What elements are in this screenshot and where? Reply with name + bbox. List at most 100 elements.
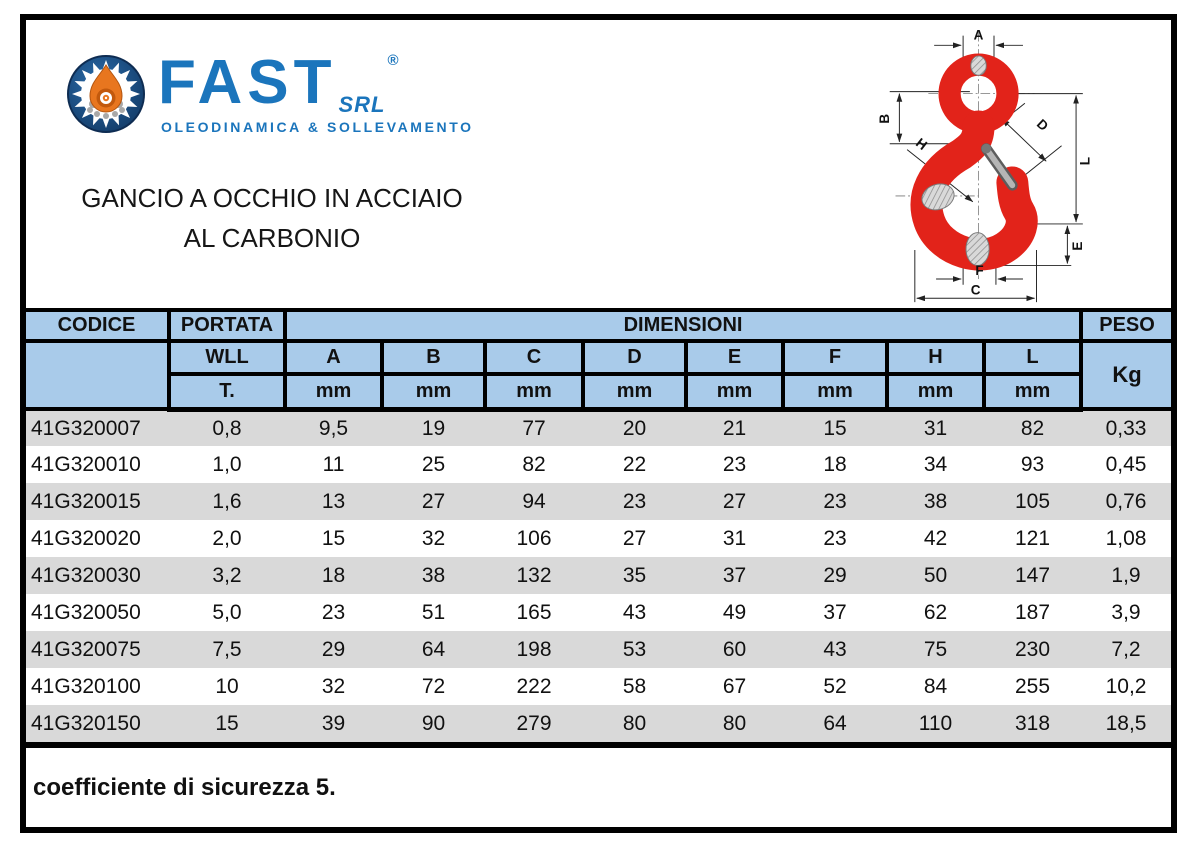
header-unit-c: mm	[483, 372, 585, 412]
header-dimensioni: DIMENSIONI	[282, 308, 1084, 343]
header-wll-unit: T.	[169, 372, 287, 412]
value-cell: 23	[783, 483, 887, 520]
codice-cell: 41G320075	[26, 631, 169, 668]
value-cell: 198	[485, 631, 583, 668]
value-cell: 27	[583, 520, 686, 557]
header-wll: WLL	[167, 339, 287, 376]
value-cell: 15	[285, 520, 382, 557]
codice-cell: 41G320050	[26, 594, 169, 631]
dim-label-a: A	[974, 28, 984, 43]
value-cell: 147	[984, 557, 1082, 594]
codice-cell: 41G320150	[26, 705, 169, 742]
dim-label-e: E	[1070, 242, 1085, 251]
value-cell: 90	[382, 705, 485, 742]
value-cell: 29	[783, 557, 887, 594]
value-cell: 60	[686, 631, 783, 668]
dim-label-f: F	[975, 263, 983, 278]
codice-cell: 41G320100	[26, 668, 169, 705]
value-cell: 39	[285, 705, 382, 742]
value-cell: 1,9	[1081, 557, 1172, 594]
codice-cell: 41G320020	[26, 520, 169, 557]
value-cell: 18	[285, 557, 382, 594]
value-cell: 13	[285, 483, 382, 520]
value-cell: 27	[382, 483, 485, 520]
brand-suffix: SRL	[338, 92, 386, 117]
value-cell: 10,2	[1081, 668, 1172, 705]
value-cell: 35	[583, 557, 686, 594]
value-cell: 23	[285, 594, 382, 631]
value-cell: 84	[887, 668, 984, 705]
value-cell: 1,6	[169, 483, 285, 520]
value-cell: 23	[783, 520, 887, 557]
codice-cell: 41G320030	[26, 557, 169, 594]
value-cell: 0,8	[169, 409, 285, 446]
value-cell: 62	[887, 594, 984, 631]
header-col-d: D	[581, 339, 688, 376]
codice-cell: 41G320010	[26, 446, 169, 483]
value-cell: 106	[485, 520, 583, 557]
value-cell: 38	[382, 557, 485, 594]
value-cell: 18,5	[1081, 705, 1172, 742]
value-cell: 25	[382, 446, 485, 483]
value-cell: 0,76	[1081, 483, 1172, 520]
dim-label-d: D	[1034, 116, 1052, 134]
header-portata: PORTATA	[167, 308, 287, 343]
value-cell: 18	[783, 446, 887, 483]
table-row: 41G320050 5,0 23 51 165 43 49 37 62 187 3,9	[26, 594, 1172, 631]
dim-label-l: L	[1078, 157, 1093, 165]
table-row: 41G320020 2,0 15 32 106 27 31 23 42 121 1,08	[26, 520, 1172, 557]
table-row: 41G320030 3,2 18 38 132 35 37 29 50 147 1,9	[26, 557, 1172, 594]
value-cell: 72	[382, 668, 485, 705]
value-cell: 82	[485, 446, 583, 483]
value-cell: 15	[783, 409, 887, 446]
value-cell: 80	[686, 705, 783, 742]
value-cell: 93	[984, 446, 1082, 483]
header-row-2: WLL A B C D E F H L Kg	[26, 339, 1172, 411]
value-cell: 58	[583, 668, 686, 705]
product-title-line1: GANCIO A OCCHIO IN ACCIAIO	[81, 183, 463, 213]
header-codice: CODICE	[26, 308, 171, 343]
value-cell: 21	[686, 409, 783, 446]
dim-label-c: C	[971, 282, 981, 297]
value-cell: 11	[285, 446, 382, 483]
value-cell: 31	[686, 520, 783, 557]
datasheet: FAST SRL ® OLEODINAMICA & SOLLEVAMENTO G…	[20, 14, 1177, 833]
value-cell: 5,0	[169, 594, 285, 631]
value-cell: 0,33	[1081, 409, 1172, 446]
header-unit-h: mm	[885, 372, 986, 412]
table-row: 41G320007 0,8 9,5 19 77 20 21 15 31 82 0,33	[26, 409, 1172, 446]
value-cell: 29	[285, 631, 382, 668]
value-cell: 75	[887, 631, 984, 668]
header-peso: PESO	[1079, 308, 1172, 343]
header-unit-f: mm	[781, 372, 889, 412]
value-cell: 222	[485, 668, 583, 705]
value-cell: 279	[485, 705, 583, 742]
value-cell: 132	[485, 557, 583, 594]
value-cell: 22	[583, 446, 686, 483]
value-cell: 105	[984, 483, 1082, 520]
header-kg: Kg	[1079, 339, 1172, 411]
value-cell: 37	[783, 594, 887, 631]
value-cell: 10	[169, 668, 285, 705]
value-cell: 77	[485, 409, 583, 446]
value-cell: 3,9	[1081, 594, 1172, 631]
value-cell: 19	[382, 409, 485, 446]
value-cell: 187	[984, 594, 1082, 631]
value-cell: 37	[686, 557, 783, 594]
product-title-line2: AL CARBONIO	[183, 223, 361, 253]
table-row: 41G320015 1,6 13 27 94 23 27 23 38 105 0,76	[26, 483, 1172, 520]
header-section: FAST SRL ® OLEODINAMICA & SOLLEVAMENTO G…	[26, 20, 1171, 308]
value-cell: 20	[583, 409, 686, 446]
value-cell: 43	[783, 631, 887, 668]
header-row-3: T. mm mm mm mm mm mm mm mm	[26, 372, 1171, 412]
value-cell: 23	[583, 483, 686, 520]
header-unit-e: mm	[684, 372, 785, 412]
value-cell: 51	[382, 594, 485, 631]
value-cell: 0,45	[1081, 446, 1172, 483]
header-unit-d: mm	[581, 372, 688, 412]
value-cell: 80	[583, 705, 686, 742]
table-row: 41G320100 10 32 72 222 58 67 52 84 255 10,2	[26, 668, 1172, 705]
value-cell: 64	[382, 631, 485, 668]
value-cell: 7,2	[1081, 631, 1172, 668]
table-row: 41G320010 1,0 11 25 82 22 23 18 34 93 0,45	[26, 446, 1172, 483]
